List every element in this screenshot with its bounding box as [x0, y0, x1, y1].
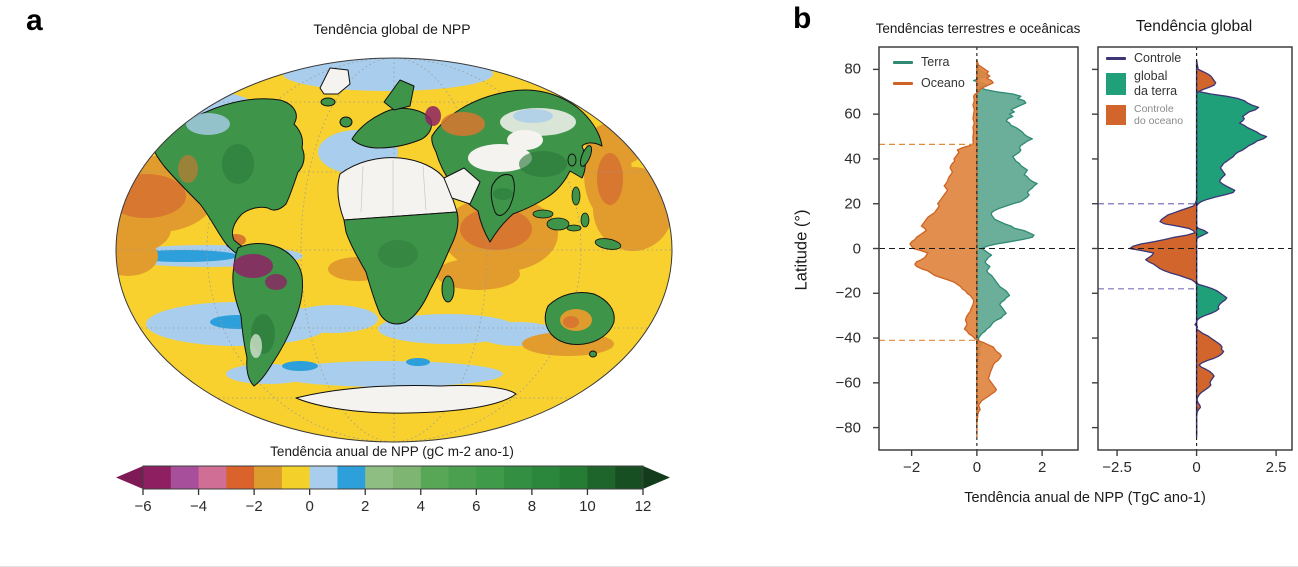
terra-contrib-label-line1: global	[1134, 69, 1168, 84]
terra-contrib-label-line2: da terra	[1134, 83, 1178, 98]
japan	[579, 145, 593, 167]
legend-item-controle: Controle	[1106, 51, 1183, 65]
europe	[351, 107, 433, 149]
x-axis-label: Tendência anual de NPP (TgC ano-1)	[964, 490, 1206, 506]
latitude-tick-label: −80	[835, 419, 861, 437]
colorbar-tick-label: 10	[579, 498, 596, 515]
latitude-tick-label: 20	[844, 195, 861, 213]
colorbar	[116, 465, 670, 495]
legend-item-ocean-contrib: Controle do oceano	[1106, 103, 1183, 127]
controle-label: Controle	[1134, 51, 1182, 65]
latitude-tick-label: 60	[844, 105, 861, 123]
colorbar-tick-label: −6	[134, 498, 152, 515]
latitude-tick-label: −60	[835, 374, 861, 392]
latitude-tick-label: −40	[835, 329, 861, 347]
colorbar-tick-label: 8	[527, 498, 537, 515]
latitude-tick-label: 80	[844, 60, 861, 78]
map-title: Tendência global de NPP	[313, 21, 471, 37]
chart-right-title: Tendência global	[1135, 18, 1253, 35]
x-tick-label: 0	[1192, 459, 1201, 476]
chart-left-title: Tendências terrestres e oceânicas	[875, 21, 1081, 36]
world-map	[115, 57, 673, 443]
greenland	[319, 67, 351, 95]
ocean-fill-swatch	[1106, 105, 1126, 126]
antarctica	[295, 385, 517, 414]
scandinavia	[383, 79, 415, 111]
series-oceano	[909, 59, 1002, 438]
madagascar	[441, 275, 455, 303]
legend-global: Controle global da terra Controle do oce…	[1106, 51, 1183, 134]
oceano-label: Oceano	[921, 76, 965, 91]
latitude-tick-label: −20	[835, 284, 861, 302]
southeast-asia-islands	[532, 186, 622, 250]
colorbar-title: Tendência anual de NPP (gC m-2 ano-1)	[270, 444, 514, 459]
british-isles	[339, 116, 353, 128]
iceland	[320, 97, 336, 107]
colorbar-tick-label: −4	[189, 498, 208, 515]
arabia	[443, 167, 481, 205]
legend-item-oceano: Oceano	[893, 76, 965, 90]
x-tick-label: 0	[972, 459, 982, 476]
terra-line-swatch	[893, 60, 913, 64]
colorbar-tick-label: 0	[305, 498, 314, 515]
controle-line-swatch	[1106, 56, 1126, 60]
latitude-axis-label: Latitude (°)	[792, 209, 811, 291]
land-texture	[178, 106, 592, 358]
x-tick-label: 2	[1037, 459, 1047, 476]
x-tick-label: 2.5	[1265, 459, 1287, 476]
legend-item-terra-contrib: global da terra	[1106, 69, 1183, 98]
x-tick-label: −2.5	[1102, 459, 1132, 476]
legend-terra-oceano: Terra Oceano	[893, 55, 965, 98]
x-tick-label: −2	[903, 459, 921, 476]
chart-global	[1092, 46, 1293, 456]
legend-item-terra: Terra	[893, 55, 965, 69]
series-controle-do-oceano	[1129, 59, 1225, 438]
africa-south	[343, 211, 459, 325]
colorbar-tick-label: 4	[416, 498, 425, 515]
latitude-tick-label: 0	[852, 240, 861, 257]
series-terra	[972, 59, 1038, 429]
ocean-contrib-label-line2: do oceano	[1134, 115, 1184, 128]
series-controle-global-da-terra	[1194, 59, 1268, 438]
colorbar-tick-label: 12	[634, 498, 652, 515]
ocean-contrib-label-line1: Controle	[1134, 103, 1174, 116]
tasmania	[589, 350, 597, 358]
colorbar-tick-label: 2	[361, 498, 370, 515]
terra-fill-swatch	[1106, 72, 1126, 95]
panel-b-label: b	[793, 2, 812, 35]
colorbar-tick-label: −2	[245, 498, 263, 515]
colorbar-tick-label: 6	[472, 498, 481, 515]
oceano-line-swatch	[893, 82, 913, 86]
korea	[567, 153, 577, 167]
chart-terrestrial-oceanic	[873, 46, 1079, 456]
panel-a-label: a	[26, 4, 43, 37]
map-outline	[115, 57, 673, 443]
terra-label: Terra	[921, 55, 950, 69]
latitude-tick-label: 40	[844, 150, 861, 168]
